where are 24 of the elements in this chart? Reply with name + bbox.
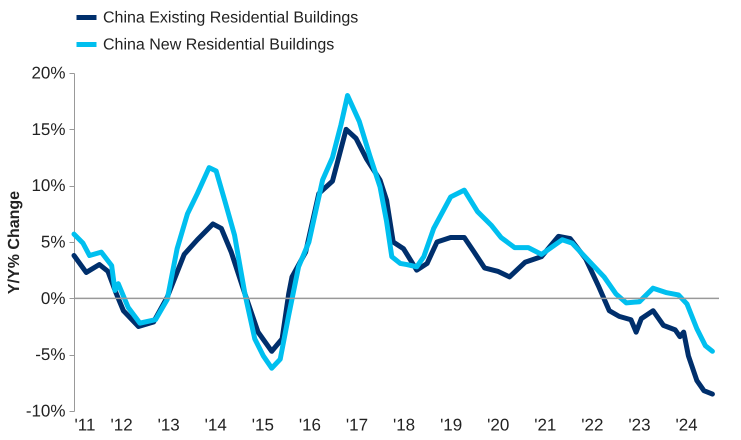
y-tick-label: 10% <box>31 176 66 196</box>
y-tick-label: -10% <box>26 402 66 420</box>
legend-label: China Existing Residential Buildings <box>103 10 358 26</box>
y-tick-label: -5% <box>35 345 66 364</box>
y-tick-label: 0% <box>40 288 66 308</box>
y-tick-label: 20% <box>31 64 66 82</box>
y-tick-label: 5% <box>40 232 66 252</box>
x-tick-label: '21 <box>534 416 556 434</box>
x-tick-label: '20 <box>487 416 510 434</box>
x-tick-label: '24 <box>675 416 698 434</box>
x-tick-label: '22 <box>581 416 604 434</box>
y-axis-title: Y/Y% Change <box>6 190 23 294</box>
x-tick-label: '18 <box>392 416 416 434</box>
x-tick-label: '16 <box>298 416 321 434</box>
legend-label: China New Residential Buildings <box>103 36 334 54</box>
x-tick-label: '12 <box>110 416 133 434</box>
x-tick-label: '15 <box>252 416 274 434</box>
x-tick-label: '13 <box>158 416 180 434</box>
x-tick-label: '14 <box>204 416 227 434</box>
x-tick-label: '11 <box>74 416 96 434</box>
y-tick-label: 15% <box>31 120 66 139</box>
x-tick-label: '19 <box>440 416 462 434</box>
x-tick-label: '23 <box>628 416 651 434</box>
x-tick-label: '17 <box>346 416 368 434</box>
